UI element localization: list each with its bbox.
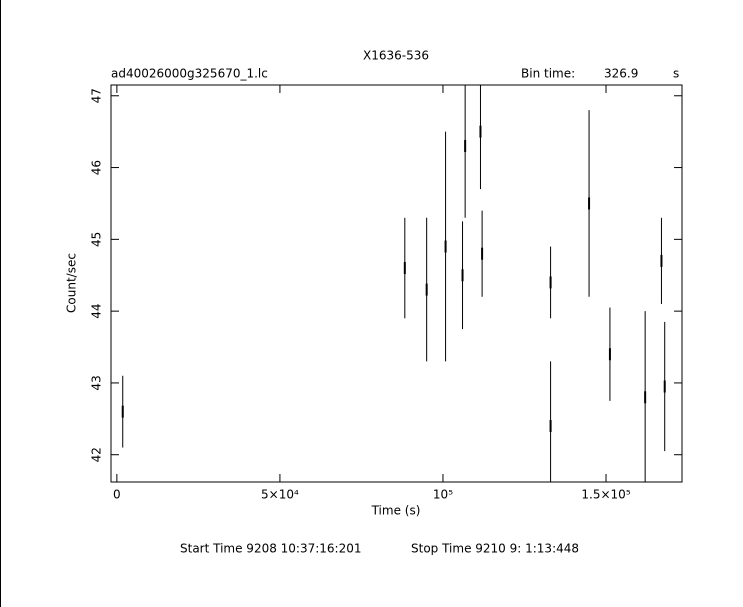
x-tick-label: 0 — [113, 488, 121, 502]
y-axis-label: Count/sec — [65, 253, 79, 313]
start-time: Start Time 9208 10:37:16:201 — [180, 542, 362, 556]
stop-time: Stop Time 9210 9: 1:13:448 — [411, 542, 579, 556]
bin-label: Bin time: — [521, 67, 575, 81]
x-axis-label: Time (s) — [371, 504, 421, 518]
y-tick-label: 44 — [90, 303, 104, 318]
bin-value: 326.9 — [604, 67, 638, 81]
chart-title: X1636-536 — [363, 49, 429, 63]
y-tick-label: 42 — [90, 447, 104, 462]
bin-unit: s — [673, 67, 679, 81]
y-tick-label: 43 — [90, 375, 104, 390]
y-tick-label: 45 — [90, 232, 104, 247]
x-tick-label: 5×10⁴ — [261, 488, 299, 502]
x-tick-label: 10⁵ — [433, 488, 453, 502]
y-tick-label: 47 — [90, 88, 104, 103]
plot-frame — [110, 84, 683, 483]
x-tick-label: 1.5×10⁵ — [581, 488, 630, 502]
file-label: ad40026000g325670_1.lc — [111, 67, 268, 81]
y-tick-label: 46 — [90, 160, 104, 175]
